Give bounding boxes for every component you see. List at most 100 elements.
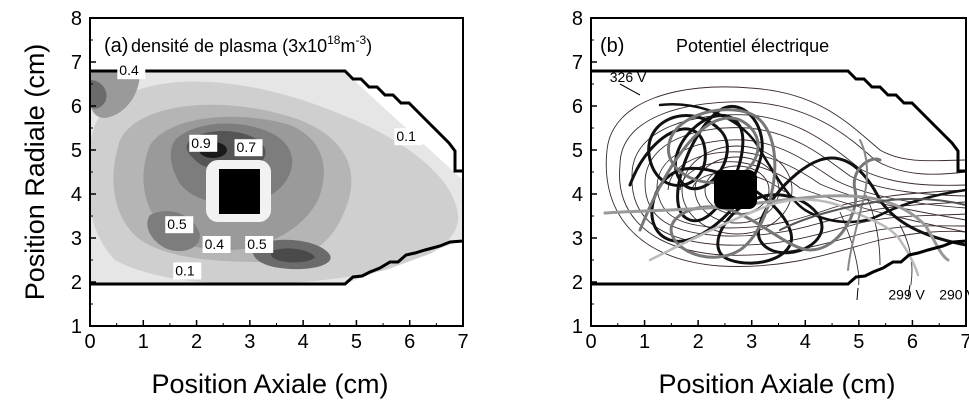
equipotential-2: [631, 114, 966, 186]
y-tick-label: 7: [71, 52, 82, 74]
density-contour-labels: 0.4 0.1 0.9 0.7 0.5 0.4 0.5 0.1: [117, 62, 423, 280]
density-bottom-lobe-core: [270, 248, 315, 263]
y-tick-label: 2: [71, 272, 82, 294]
density-gap-region: [345, 72, 463, 180]
potential-label-leaders: [619, 83, 911, 301]
density-panel-label: (a): [104, 35, 128, 57]
y-tick-label: 3: [572, 228, 583, 250]
potential-xlabel: Position Axiale (cm): [658, 369, 895, 399]
x-tick-label: 0: [585, 331, 596, 353]
density-ylabel: Position Radiale (cm): [20, 44, 50, 301]
contour-label-bg: [189, 134, 218, 152]
density-xlabel: Position Axiale (cm): [151, 369, 388, 399]
density-top-wall: [90, 69, 463, 173]
density-title-mid: m: [340, 36, 355, 56]
density-title-exp2: -3: [355, 33, 366, 47]
equipotential-1: [619, 101, 966, 175]
density-top-mask: [91, 19, 462, 71]
equipotential-3: [644, 127, 966, 197]
equipotential-14: [644, 182, 966, 237]
density-anode: [219, 169, 260, 214]
y-tick-label: 4: [71, 184, 82, 206]
x-tick-label: 7: [457, 331, 468, 353]
density-topleft-lobe: [90, 72, 140, 118]
density-title-suffix: ): [366, 36, 372, 56]
potential-title: Potentiel électrique: [676, 36, 829, 56]
density-title-exp1: 18: [327, 33, 341, 47]
contour-label: 0.1: [396, 128, 416, 144]
x-tick-label: 2: [191, 331, 202, 353]
y-tick-label: 1: [71, 316, 82, 338]
contour-label: 0.5: [247, 236, 267, 252]
leader-299: [856, 287, 859, 301]
equipotential-11: [605, 149, 966, 267]
y-tick-label: 3: [71, 228, 82, 250]
electron-trajectories: [603, 103, 966, 277]
contour-label: 0.9: [191, 135, 211, 151]
potential-anode: [714, 170, 757, 209]
potential-bottom-wall: [591, 239, 967, 286]
equipotential-326: [606, 86, 966, 162]
equipotential-15: [656, 187, 966, 229]
x-tick-label: 1: [639, 331, 650, 353]
potential-panel-label: (b): [600, 35, 624, 57]
y-tick-label: 4: [572, 184, 583, 206]
y-tick-label: 6: [572, 96, 583, 118]
y-tick-label: 5: [71, 140, 82, 162]
y-tick-label: 8: [572, 8, 583, 30]
potential-bottom-mask: [592, 285, 965, 325]
y-tick-label: 6: [71, 96, 82, 118]
equipotential-10: [681, 145, 793, 235]
contour-label: 326 V: [610, 69, 647, 85]
contour-label: 290 V: [939, 287, 969, 303]
x-tick-label: 2: [693, 331, 704, 353]
x-tick-label: 4: [298, 331, 309, 353]
potential-exterior-mask: [592, 19, 965, 325]
potential-top-mask: [592, 19, 965, 71]
x-tick-label: 6: [907, 331, 918, 353]
trajectory-light: [648, 198, 920, 277]
contour-label: 0.4: [119, 62, 139, 78]
x-tick-label: 4: [800, 331, 811, 353]
potential-right-mask: [848, 71, 965, 150]
contour-label-bg: [234, 139, 263, 157]
x-tick-label: 3: [746, 331, 757, 353]
equipotential-extra: [865, 194, 881, 266]
potential-contour-labels: 326 V 299 V 290 V: [610, 69, 969, 303]
contour-label-bg: [245, 236, 274, 253]
leader-326: [619, 83, 641, 96]
y-tick-label: 1: [572, 316, 583, 338]
y-tick-label: 7: [572, 52, 583, 74]
x-tick-label: 5: [351, 331, 362, 353]
contour-label: 0.4: [205, 236, 225, 252]
x-tick-label: 7: [960, 331, 969, 353]
contour-label-bg: [117, 62, 146, 80]
contour-label: 0.5: [167, 216, 187, 232]
trajectory-gray-2: [603, 194, 950, 262]
density-br-mask: [345, 242, 462, 285]
contour-label-bg: [173, 262, 202, 280]
contour-label: 299 V: [888, 287, 925, 303]
contour-label: 0.1: [175, 262, 195, 278]
density-bottom-wall: [90, 239, 464, 286]
density-exterior-mask: [91, 19, 462, 325]
contour-label-bg: [394, 128, 423, 146]
density-topleft-core: [90, 80, 107, 109]
x-tick-label: 1: [138, 331, 149, 353]
density-title: densité de plasma (3x1018m-3): [131, 33, 372, 56]
y-tick-label: 8: [71, 8, 82, 30]
x-tick-label: 5: [853, 331, 864, 353]
leader-290: [907, 284, 911, 298]
density-title-prefix: densité de plasma (3x10: [131, 36, 327, 56]
contour-label-bg: [165, 216, 194, 234]
density-right-mask: [345, 71, 462, 176]
trajectory-dark-3: [779, 197, 966, 231]
contour-label: 0.7: [237, 139, 257, 155]
y-tick-label: 2: [572, 272, 583, 294]
x-tick-label: 3: [244, 331, 255, 353]
